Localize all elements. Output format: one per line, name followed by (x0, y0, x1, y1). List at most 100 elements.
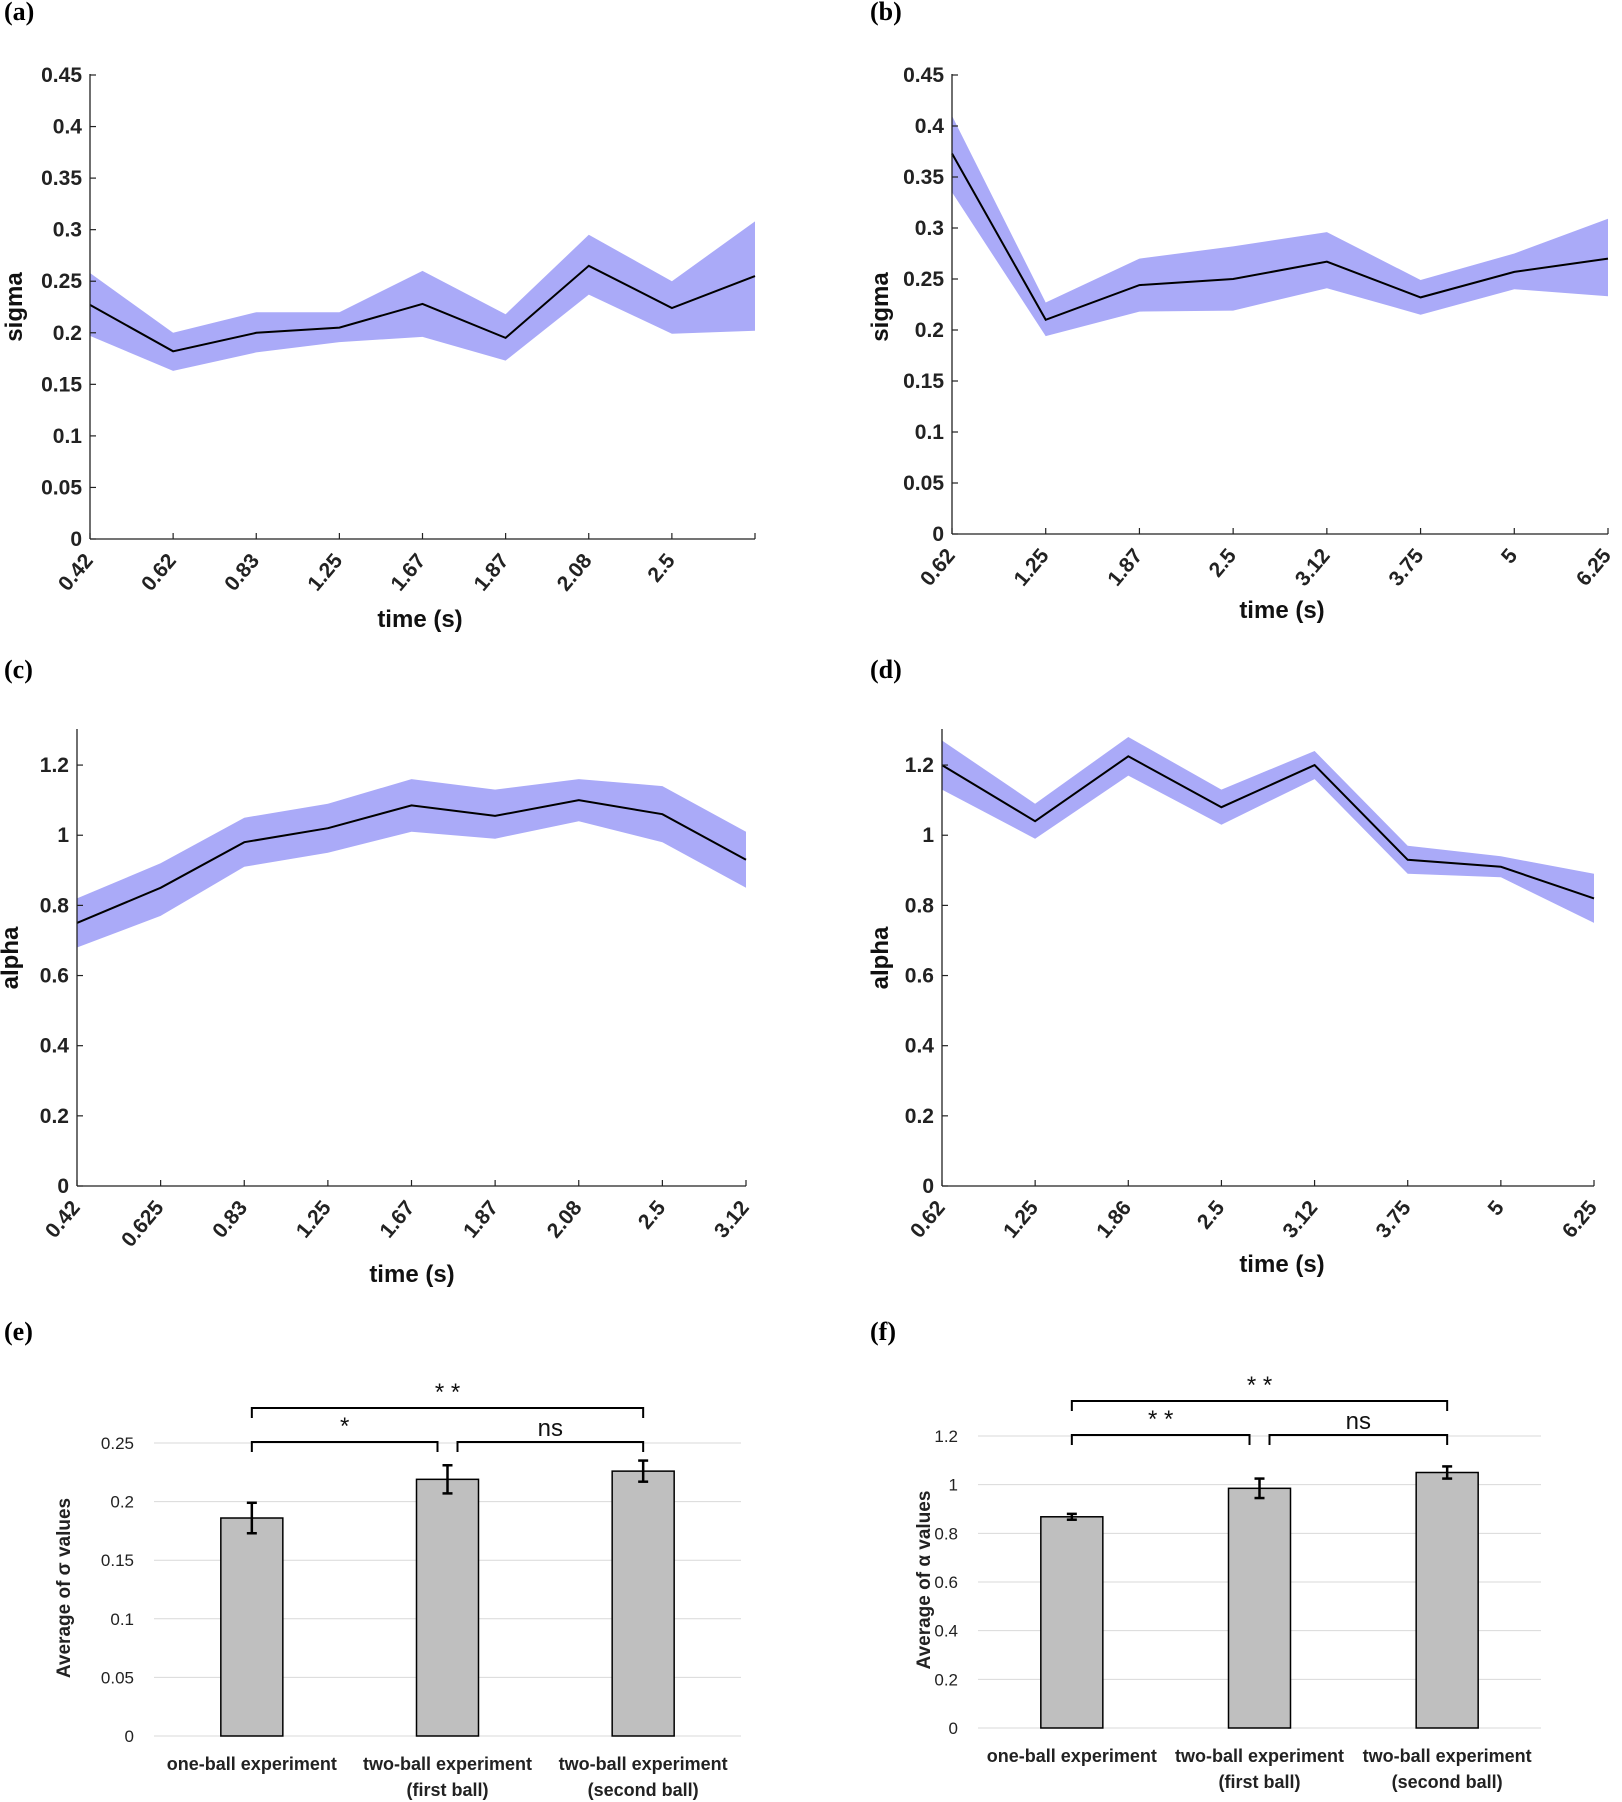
category-label: one-ball experiment (987, 1746, 1157, 1766)
confidence-band (942, 737, 1594, 923)
significance-bracket (1070, 1434, 1251, 1445)
panel-d: (d) 0 0.2 0.4 0.6 0.8 1 1.2 0.62 1.25 1.86 2.5 3.12 3… (867, 655, 1602, 1278)
y-axis-title: alpha (867, 926, 894, 989)
y-tick-label: 0 (70, 528, 82, 551)
x-tick-label: 2.5 (1205, 544, 1242, 581)
confidence-band (77, 779, 746, 948)
y-tick-label: 0 (932, 523, 944, 546)
x-tick-label: 1.25 (1010, 544, 1054, 590)
y-tick-label: 0 (922, 1175, 934, 1198)
x-tick-label: 1.67 (386, 549, 430, 595)
y-tick-label: 0 (949, 1719, 958, 1738)
category-label: (second ball) (588, 1780, 699, 1800)
panel-e: (e) 0 0.05 0.1 0.15 0.2 0.25 one-ball experimen… (4, 1317, 741, 1800)
x-tick-label: 2.08 (543, 1196, 587, 1242)
y-axis-title: sigma (1, 272, 28, 342)
bar (220, 1517, 284, 1737)
y-tick-label: 0.3 (915, 217, 944, 240)
x-tick-label: 3.75 (1372, 1196, 1416, 1242)
y-tick-label: 1.2 (905, 754, 934, 777)
bar (1227, 1487, 1292, 1729)
x-tick-label: 0.83 (208, 1196, 252, 1242)
y-tick-label: 0.2 (905, 1105, 934, 1128)
y-tick-label: 1 (57, 824, 69, 847)
y-tick-label: 0.35 (41, 167, 82, 190)
x-tick-label: 3.12 (1279, 1196, 1323, 1242)
y-tick-label: 0.8 (934, 1524, 958, 1543)
confidence-band (952, 115, 1608, 337)
y-tick-label: 1 (922, 824, 934, 847)
x-tick-label: 2.5 (643, 549, 680, 586)
category-label: (first ball) (406, 1780, 488, 1800)
x-tick-label: 2.5 (634, 1196, 671, 1233)
y-tick-label: 1.2 (934, 1427, 958, 1446)
y-tick-label: 0.1 (915, 421, 945, 444)
panel-label: (d) (870, 655, 902, 684)
x-tick-label: 1.87 (470, 549, 514, 595)
x-tick-label: 1.25 (303, 549, 347, 595)
x-axis-title: time (s) (369, 1261, 454, 1288)
category-label: two-ball experiment (559, 1754, 728, 1774)
x-tick-label: 1.67 (375, 1196, 419, 1242)
category-label: (first ball) (1218, 1772, 1300, 1792)
y-tick-label: 0 (125, 1727, 134, 1746)
panel-b: (b) 0 0.05 0.1 0.15 0.2 0.25 0.3 0.35 0.4 0.45 0.62… (867, 0, 1616, 624)
y-tick-label: 0.35 (903, 166, 944, 189)
significance-bracket (1070, 1400, 1449, 1411)
y-tick-label: 0.2 (915, 319, 944, 342)
x-tick-label: 6.25 (1558, 1196, 1602, 1242)
x-tick-label: 0.625 (117, 1196, 169, 1251)
mean-line (941, 755, 1595, 900)
category-label: (second ball) (1392, 1772, 1503, 1792)
x-tick-label: 3.75 (1385, 544, 1429, 590)
panel-a: (a) 0 0.05 0.1 0.15 0.2 0.25 0.3 0.35 0.4 0.45 0.42… (1, 0, 756, 633)
panel-f: (f) 0 0.2 0.4 0.6 0.8 1 1.2 one-ball experiment t… (870, 1317, 1541, 1792)
y-tick-label: 0.1 (53, 425, 83, 448)
x-tick-label: 1.25 (292, 1196, 336, 1242)
significance-label: ns (538, 1415, 563, 1442)
y-tick-label: 0.4 (934, 1622, 958, 1641)
y-axis-title: sigma (867, 272, 894, 342)
y-tick-label: 0.4 (915, 115, 945, 138)
x-tick-label: 0.83 (220, 549, 264, 595)
y-tick-label: 0.45 (41, 64, 82, 87)
significance-label: * (340, 1413, 349, 1440)
mean-line (951, 153, 1609, 322)
x-tick-label: 3.12 (1291, 544, 1335, 590)
y-tick-label: 0.1 (110, 1610, 134, 1629)
x-tick-label: 0.62 (906, 1196, 950, 1242)
y-tick-label: 0.4 (905, 1035, 935, 1058)
panel-label: (f) (870, 1317, 896, 1346)
y-tick-label: 0.4 (40, 1035, 70, 1058)
x-tick-label: 0.42 (54, 549, 98, 595)
category-label: two-ball experiment (1175, 1746, 1344, 1766)
y-tick-label: 0 (57, 1175, 69, 1198)
x-tick-label: 1.25 (999, 1196, 1043, 1242)
y-tick-label: 0.05 (41, 476, 82, 499)
y-tick-label: 0.6 (934, 1573, 958, 1592)
panel-label: (a) (4, 0, 34, 26)
significance-bracket (250, 1407, 645, 1418)
category-label: two-ball experiment (1363, 1746, 1532, 1766)
significance-bracket (1268, 1434, 1449, 1445)
mean-line (76, 799, 747, 924)
significance-bracket (456, 1441, 645, 1452)
y-tick-label: 0.8 (40, 894, 70, 917)
x-axis-title: time (s) (1239, 597, 1324, 624)
significance-label: ns (1346, 1408, 1371, 1435)
y-tick-label: 0.2 (934, 1670, 958, 1689)
significance-bracket (250, 1441, 439, 1452)
y-axis-title: Average of α values (914, 1491, 935, 1670)
y-tick-label: 0.4 (53, 116, 83, 139)
x-axis-title: time (s) (1239, 1251, 1324, 1278)
y-tick-label: 0.8 (905, 894, 935, 917)
x-tick-label: 5 (1484, 1196, 1509, 1220)
bar (1415, 1471, 1479, 1729)
y-tick-label: 0.25 (903, 268, 944, 291)
panel-label: (e) (4, 1317, 33, 1346)
y-axis-title: alpha (0, 926, 24, 989)
significance-label: * * (435, 1379, 460, 1406)
y-tick-label: 0.05 (903, 472, 944, 495)
category-label: one-ball experiment (167, 1754, 337, 1774)
